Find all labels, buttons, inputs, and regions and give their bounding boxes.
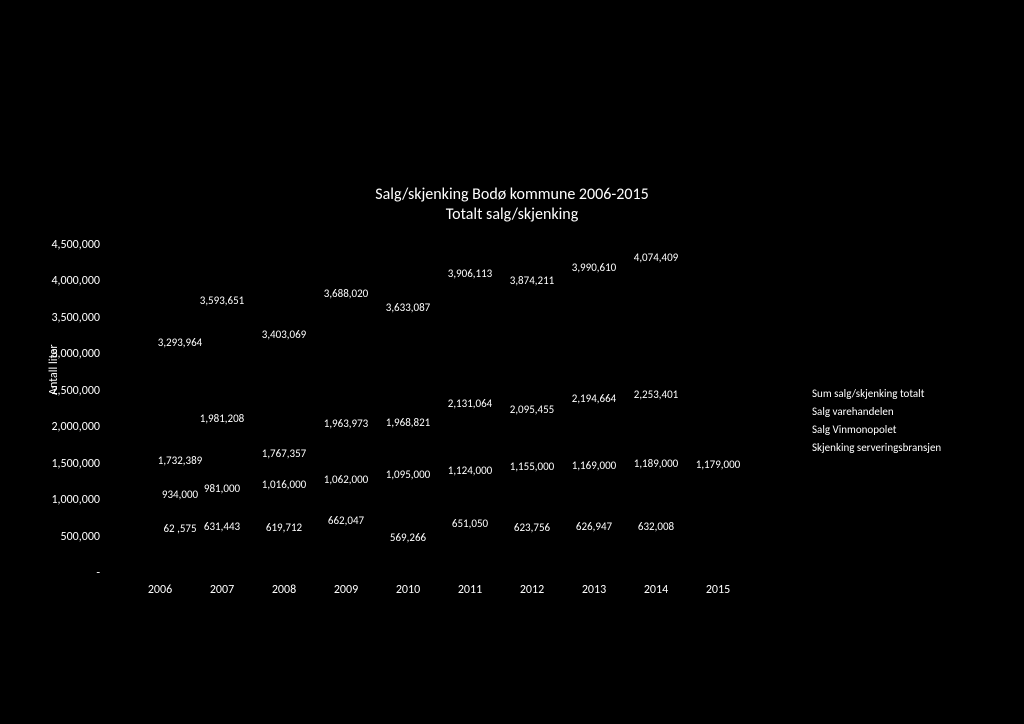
legend: Sum salg/skjenking totalt Salg varehande… <box>812 385 941 457</box>
data-label: 1,124,000 <box>448 464 493 477</box>
chart-title-line1: Salg/skjenking Bodø kommune 2006-2015 <box>375 185 648 204</box>
data-label: 62 ,575 <box>163 522 196 535</box>
data-label: 3,990,610 <box>572 261 617 274</box>
legend-item-skjenking: Skjenking serveringsbransjen <box>812 439 941 457</box>
data-label: 626,947 <box>576 520 612 533</box>
x-tick-label: 2011 <box>458 583 482 597</box>
x-tick-label: 2012 <box>520 583 544 597</box>
data-label: 1,968,821 <box>386 416 431 429</box>
y-tick-label: 500,000 <box>40 530 100 544</box>
data-label: 3,403,069 <box>262 328 307 341</box>
data-label: 1,155,000 <box>510 460 555 473</box>
legend-item-vinmonopolet: Salg Vinmonopolet <box>812 421 941 439</box>
y-tick-label: 2,500,000 <box>40 384 100 398</box>
data-label: 2,095,455 <box>510 403 555 416</box>
data-label: 3,688,020 <box>324 287 369 300</box>
x-tick-label: 2008 <box>272 583 296 597</box>
data-label: 1,062,000 <box>324 473 369 486</box>
data-label: 1,016,000 <box>262 478 307 491</box>
data-label: 631,443 <box>204 520 240 533</box>
data-label: 3,633,087 <box>386 301 431 314</box>
legend-item-total: Sum salg/skjenking totalt <box>812 385 941 403</box>
data-label: 1,767,357 <box>262 447 307 460</box>
x-tick-label: 2010 <box>396 583 420 597</box>
x-tick-label: 2015 <box>706 583 730 597</box>
x-tick-label: 2013 <box>582 583 606 597</box>
data-label: 632,008 <box>638 520 674 533</box>
data-label: 2,194,664 <box>572 392 617 405</box>
data-label: 623,756 <box>514 521 550 534</box>
y-tick-label: 2,000,000 <box>40 420 100 434</box>
data-label: 934,000 <box>162 488 198 501</box>
y-tick-label: 4,000,000 <box>40 274 100 288</box>
data-label: 619,712 <box>266 521 302 534</box>
data-label: 4,074,409 <box>634 251 679 264</box>
data-label: 662,047 <box>328 514 364 527</box>
data-label: 569,266 <box>390 531 426 544</box>
y-tick-label: 4,500,000 <box>40 238 100 252</box>
y-tick-label: - <box>40 566 100 580</box>
legend-item-varehandelen: Salg varehandelen <box>812 403 941 421</box>
x-tick-label: 2014 <box>644 583 668 597</box>
y-tick-label: 1,500,000 <box>40 457 100 471</box>
data-label: 1,732,389 <box>158 454 203 467</box>
data-label: 1,963,973 <box>324 417 369 430</box>
data-label: 3,593,651 <box>200 294 245 307</box>
chart-title-line2: Totalt salg/skjenking <box>446 205 578 224</box>
data-label: 3,874,211 <box>510 274 555 287</box>
data-label: 1,179,000 <box>696 458 741 471</box>
data-label: 3,293,964 <box>158 336 203 349</box>
x-tick-label: 2007 <box>210 583 234 597</box>
y-tick-label: 3,500,000 <box>40 311 100 325</box>
x-tick-label: 2006 <box>148 583 172 597</box>
data-label: 1,095,000 <box>386 468 431 481</box>
data-label: 981,000 <box>204 482 240 495</box>
y-tick-label: 1,000,000 <box>40 493 100 507</box>
data-label: 2,131,064 <box>448 397 493 410</box>
data-label: 1,189,000 <box>634 457 679 470</box>
data-label: 1,981,208 <box>200 412 245 425</box>
chart-title: Salg/skjenking Bodø kommune 2006-2015 To… <box>212 185 812 225</box>
x-tick-label: 2009 <box>334 583 358 597</box>
y-tick-label: 3,000,000 <box>40 347 100 361</box>
data-label: 3,906,113 <box>448 267 493 280</box>
data-label: 651,050 <box>452 517 488 530</box>
data-label: 2,253,401 <box>634 388 679 401</box>
chart-area: Salg/skjenking Bodø kommune 2006-2015 To… <box>0 185 1024 615</box>
data-label: 1,169,000 <box>572 459 617 472</box>
